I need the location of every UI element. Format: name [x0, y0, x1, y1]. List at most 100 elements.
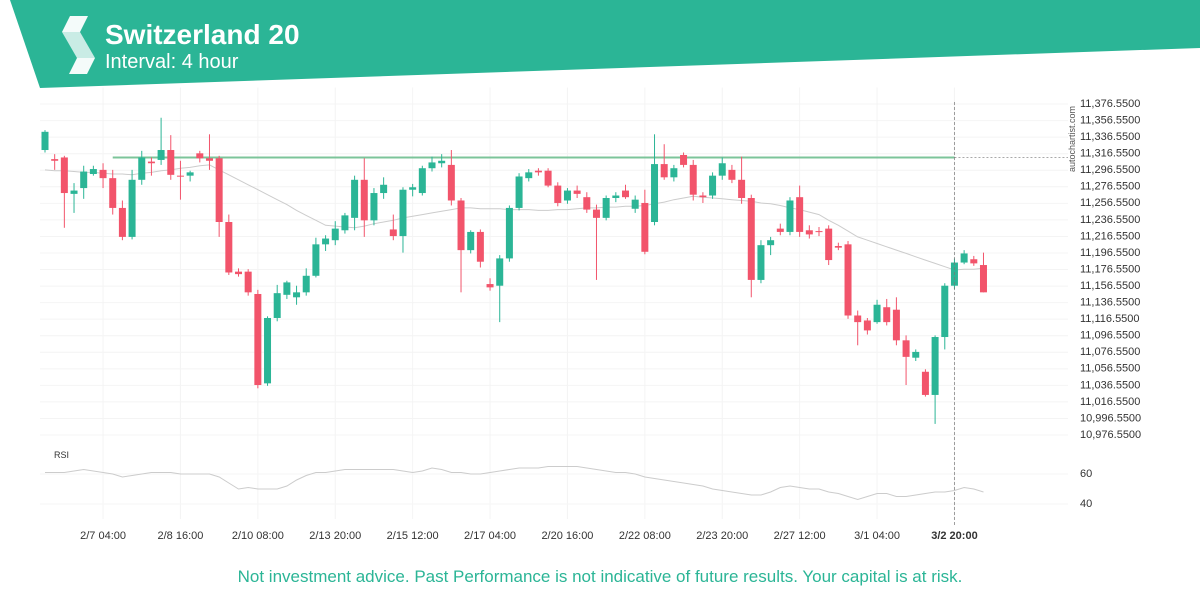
candle-body: [583, 197, 591, 210]
candle-body: [147, 161, 155, 164]
candle-body: [786, 200, 794, 232]
candle-body: [892, 309, 900, 341]
candle-body: [612, 195, 620, 199]
y-tick-label: 11,296.5500: [1080, 164, 1140, 176]
logo-part: [62, 32, 95, 58]
candle-body: [941, 285, 949, 338]
candle-body: [883, 307, 891, 323]
logo: [62, 16, 95, 74]
y-tick-label: 10,976.5500: [1080, 429, 1141, 441]
candle-body: [273, 293, 281, 318]
candle-body: [931, 337, 939, 395]
x-tick-label: 3/1 04:00: [854, 530, 900, 542]
y-tick-label: 11,056.5500: [1080, 363, 1140, 375]
x-tick-label: 2/20 16:00: [541, 530, 593, 542]
candle-body: [186, 172, 194, 176]
candle-body: [631, 199, 639, 209]
candle-body: [360, 179, 368, 221]
logo-part: [69, 58, 95, 74]
candle-body: [409, 187, 417, 190]
y-tick-label: 11,256.5500: [1080, 197, 1140, 209]
candle-body: [235, 271, 242, 275]
candle-body: [776, 228, 784, 232]
candle-body: [302, 275, 310, 293]
candle-body: [496, 258, 504, 286]
candle-body: [399, 189, 407, 237]
candle-body: [264, 317, 272, 384]
y-tick-label: 11,196.5500: [1080, 247, 1140, 259]
x-tick-label: 2/22 08:00: [619, 530, 671, 542]
y-tick-label: 11,136.5500: [1080, 297, 1140, 309]
candle-body: [380, 184, 388, 194]
candle-body: [196, 153, 204, 159]
y-tick-label: 11,016.5500: [1080, 396, 1140, 408]
candle-body: [293, 292, 301, 298]
candle-body: [921, 371, 929, 395]
candle-body: [602, 198, 610, 218]
candle-body: [438, 160, 446, 164]
candle-body: [709, 175, 717, 196]
disclaimer: Not investment advice. Past Performance …: [238, 567, 963, 586]
y-tick-label: 11,036.5500: [1080, 379, 1140, 391]
candle-body: [544, 170, 552, 186]
y-tick-label: 11,096.5500: [1080, 330, 1140, 342]
candle-body: [370, 193, 378, 221]
candle-body: [205, 158, 213, 161]
candle-body: [592, 209, 600, 218]
candle-body: [979, 265, 987, 293]
candle-body: [447, 164, 455, 201]
y-tick-label: 11,336.5500: [1080, 131, 1140, 143]
y-tick-label: 11,176.5500: [1080, 263, 1140, 275]
rsi-line: [45, 466, 984, 501]
watermark: autochartist.com: [1067, 106, 1077, 172]
candle-body: [89, 169, 97, 175]
candle-body: [157, 150, 165, 160]
y-tick-label: 11,116.5500: [1080, 313, 1140, 325]
candle-body: [80, 171, 88, 189]
candle-body: [244, 271, 252, 293]
candle-body: [486, 284, 494, 288]
candle-body: [70, 190, 78, 194]
candle-body: [670, 168, 678, 178]
x-tick-label: 2/7 04:00: [80, 530, 126, 542]
header-band: [10, 0, 1200, 88]
candle-body: [505, 207, 513, 259]
candle-body: [718, 163, 726, 176]
x-tick-label: 2/27 12:00: [774, 530, 826, 542]
y-tick-label: 11,276.5500: [1080, 181, 1140, 193]
candle-body: [834, 245, 842, 248]
candle-body: [254, 293, 262, 386]
candle-body: [757, 245, 765, 280]
candle-body: [970, 259, 978, 264]
candle-body: [176, 175, 184, 177]
candle-body: [467, 231, 475, 251]
candle-body: [680, 154, 688, 165]
candle-body: [351, 179, 359, 218]
candle-body: [660, 164, 668, 178]
y-tick-label: 11,316.5500: [1080, 148, 1140, 160]
x-tick-label: 3/2 20:00: [931, 530, 977, 542]
y-tick-label: 11,376.5500: [1080, 98, 1140, 110]
candle-body: [960, 253, 968, 263]
candle-body: [99, 169, 107, 179]
candle-body: [767, 240, 775, 246]
y-tick-label: 11,356.5500: [1080, 115, 1140, 127]
candle-body: [225, 222, 233, 273]
rsi-tick-label: 60: [1080, 468, 1092, 480]
candle-body: [167, 150, 175, 175]
candle-body: [109, 178, 117, 208]
candle-body: [796, 197, 804, 232]
candle-body: [844, 244, 852, 316]
candle-body: [51, 159, 59, 161]
x-tick-label: 2/15 12:00: [387, 530, 439, 542]
candle-body: [331, 228, 339, 241]
candle-body: [283, 282, 291, 295]
chart-title: Switzerland 20: [105, 19, 300, 50]
candle-body: [322, 238, 330, 245]
candle-body: [41, 131, 49, 151]
candle-body: [815, 231, 823, 233]
header: Switzerland 20 Interval: 4 hour: [10, 0, 1200, 88]
candle-body: [341, 215, 349, 231]
candle-body: [554, 185, 562, 203]
